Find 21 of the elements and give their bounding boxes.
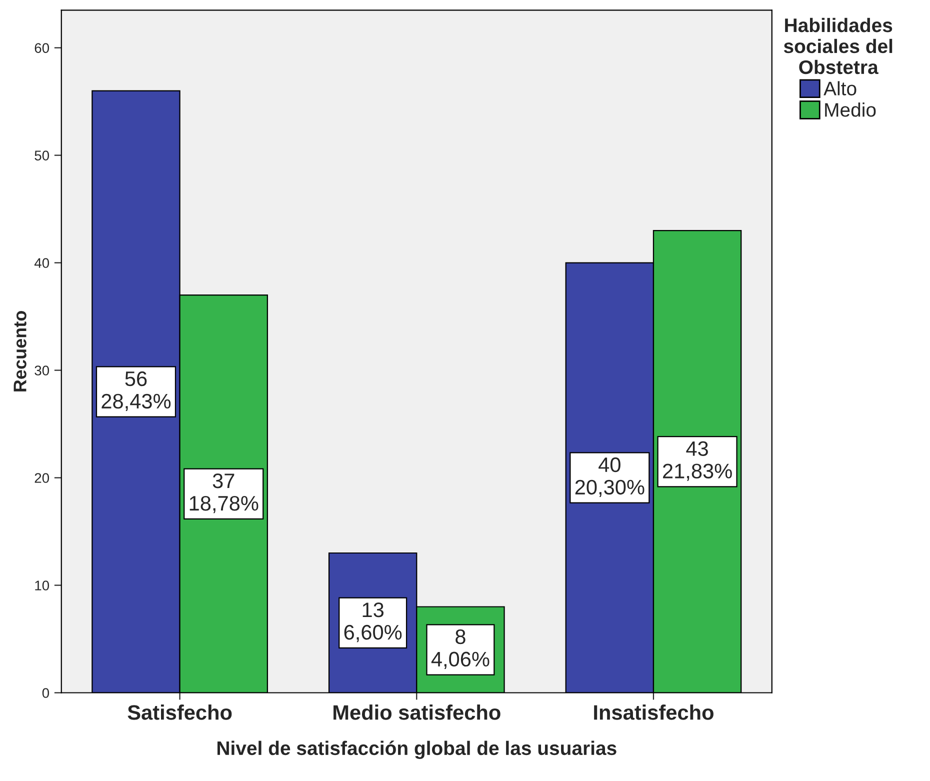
legend-label: Alto	[824, 81, 856, 96]
x-tick-label: Medio satisfecho	[334, 704, 500, 720]
y-tick-label: 40	[34, 258, 50, 268]
y-axis-title: Recuento	[14, 311, 26, 392]
data-label: 37 18,78%	[190, 474, 258, 514]
x-axis-title: Nivel de satisfacción global de las usuarias	[217, 740, 616, 760]
x-tick-label: Insatisfecho	[594, 704, 714, 720]
y-tick-label: 50	[34, 150, 50, 160]
legend-title: Habilidades sociales del Obstetra	[784, 18, 892, 74]
y-tick-label: 0	[42, 688, 50, 698]
x-tick-label: Satisfecho	[128, 704, 232, 720]
data-label: 13 6,60%	[344, 602, 402, 642]
data-label: 8 4,06%	[431, 629, 490, 670]
y-tick-label: 30	[34, 366, 50, 376]
legend-label: Medio	[825, 102, 876, 117]
y-tick-label: 60	[34, 43, 50, 53]
y-tick-label: 10	[35, 580, 50, 590]
data-label: 43 21,83%	[663, 441, 732, 481]
y-tick-label: 20	[34, 473, 50, 483]
data-label: 56 28,43%	[102, 371, 171, 412]
data-label: 40 20,30%	[575, 457, 644, 498]
